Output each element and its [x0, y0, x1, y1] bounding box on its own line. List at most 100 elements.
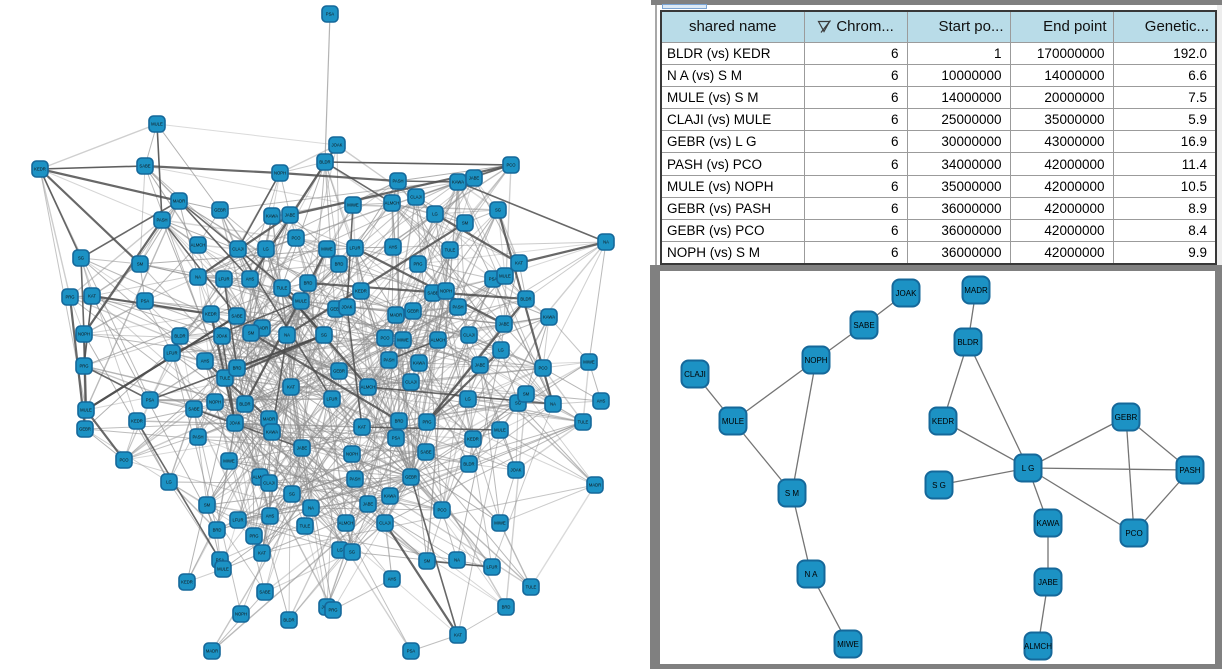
svg-text:BRD: BRD: [304, 281, 313, 286]
svg-text:KAWA: KAWA: [413, 361, 425, 366]
svg-text:CLAJI: CLAJI: [379, 521, 390, 526]
svg-text:BRD: BRD: [502, 605, 511, 610]
svg-text:KEDR: KEDR: [932, 417, 954, 426]
svg-text:SG: SG: [321, 333, 327, 338]
svg-text:AHS: AHS: [246, 277, 255, 282]
svg-text:KAT: KAT: [454, 633, 462, 638]
svg-text:PRG: PRG: [79, 364, 88, 369]
svg-text:ALMCH: ALMCH: [253, 475, 268, 480]
svg-text:SABE: SABE: [188, 407, 199, 412]
svg-text:GEBR: GEBR: [407, 309, 419, 314]
svg-text:BLDR: BLDR: [239, 402, 250, 407]
svg-text:GEBR: GEBR: [330, 307, 342, 312]
svg-text:GEBR: GEBR: [405, 475, 417, 480]
svg-text:PRG: PRG: [422, 420, 431, 425]
svg-text:N A: N A: [805, 570, 819, 579]
svg-text:MIWE: MIWE: [837, 640, 859, 649]
svg-text:BLDR: BLDR: [957, 338, 979, 347]
svg-text:CLAJI: CLAJI: [684, 370, 706, 379]
svg-text:KAT: KAT: [515, 261, 523, 266]
svg-text:JABE: JABE: [469, 176, 480, 181]
svg-text:PRG: PRG: [65, 295, 74, 300]
svg-text:BRD: BRD: [395, 419, 404, 424]
svg-text:NOPH: NOPH: [346, 452, 358, 457]
svg-text:MADR: MADR: [964, 286, 988, 295]
svg-text:JOAK: JOAK: [230, 421, 241, 426]
svg-text:AHS: AHS: [201, 359, 210, 364]
svg-text:TULE: TULE: [277, 286, 288, 291]
svg-text:L G: L G: [1022, 464, 1035, 473]
svg-text:MULE: MULE: [722, 417, 744, 426]
svg-text:SM: SM: [204, 503, 211, 508]
svg-text:PCO: PCO: [506, 163, 516, 168]
svg-text:TULE: TULE: [526, 585, 537, 590]
svg-text:SABE: SABE: [420, 450, 431, 455]
svg-text:KAWA: KAWA: [452, 180, 464, 185]
svg-text:CLAJI: CLAJI: [263, 481, 274, 486]
svg-text:LG: LG: [498, 348, 504, 353]
svg-text:PSA: PSA: [216, 558, 225, 563]
svg-text:KAT: KAT: [258, 551, 266, 556]
svg-text:NA: NA: [284, 333, 290, 338]
svg-text:CLAJI: CLAJI: [410, 195, 421, 200]
svg-text:MIWE: MIWE: [347, 203, 359, 208]
svg-text:JABE: JABE: [363, 502, 374, 507]
svg-text:PRG: PRG: [328, 608, 337, 613]
svg-text:AHS: AHS: [389, 245, 398, 250]
svg-text:NA: NA: [550, 402, 556, 407]
svg-text:SABE: SABE: [139, 164, 150, 169]
svg-text:NA: NA: [195, 275, 201, 280]
svg-text:KEDR: KEDR: [205, 312, 217, 317]
svg-text:SG: SG: [495, 208, 501, 213]
svg-text:NOPH: NOPH: [78, 332, 90, 337]
svg-text:LFUR: LFUR: [350, 246, 361, 251]
svg-text:PCO: PCO: [291, 236, 301, 241]
svg-text:SG: SG: [349, 550, 355, 555]
svg-text:SABE: SABE: [259, 590, 270, 595]
svg-text:SM: SM: [523, 392, 530, 397]
svg-text:CLAJI: CLAJI: [405, 380, 416, 385]
svg-text:SM: SM: [137, 262, 144, 267]
svg-text:PRG: PRG: [413, 262, 422, 267]
svg-text:SABE: SABE: [853, 321, 874, 330]
svg-text:TULE: TULE: [220, 376, 231, 381]
svg-text:SG: SG: [78, 256, 84, 261]
svg-text:SM: SM: [248, 331, 255, 336]
svg-text:PASH: PASH: [156, 218, 167, 223]
svg-text:NA: NA: [308, 506, 314, 511]
svg-text:JABE: JABE: [499, 322, 510, 327]
svg-text:PCO: PCO: [1125, 529, 1142, 538]
svg-text:LG: LG: [166, 480, 172, 485]
svg-text:PASH: PASH: [349, 477, 360, 482]
svg-text:JABE: JABE: [285, 213, 296, 218]
svg-text:MULE: MULE: [80, 408, 92, 413]
svg-text:NOPH: NOPH: [274, 171, 286, 176]
svg-text:MADR: MADR: [263, 417, 275, 422]
svg-text:PASH: PASH: [392, 179, 403, 184]
svg-text:TULE: TULE: [578, 420, 589, 425]
svg-text:KAT: KAT: [88, 294, 96, 299]
svg-text:KEDR: KEDR: [131, 419, 143, 424]
svg-text:NOPH: NOPH: [209, 400, 221, 405]
svg-text:PCO: PCO: [437, 508, 447, 513]
svg-text:MULE: MULE: [151, 122, 163, 127]
svg-text:KAT: KAT: [287, 385, 295, 390]
svg-text:ALMCH: ALMCH: [191, 243, 206, 248]
svg-text:KAWA: KAWA: [266, 214, 278, 219]
svg-text:LFUR: LFUR: [487, 565, 498, 570]
svg-text:NA: NA: [603, 240, 609, 245]
svg-text:MIWE: MIWE: [397, 338, 409, 343]
svg-text:JABE: JABE: [1038, 578, 1058, 587]
svg-text:BRD: BRD: [213, 528, 222, 533]
svg-text:KAT: KAT: [358, 425, 366, 430]
svg-text:GEBR: GEBR: [79, 427, 91, 432]
svg-text:ALMCH: ALMCH: [1024, 642, 1052, 651]
svg-text:NA: NA: [454, 558, 460, 563]
svg-text:MADR: MADR: [589, 483, 601, 488]
svg-text:PRG: PRG: [249, 534, 258, 539]
svg-text:LFUR: LFUR: [327, 397, 338, 402]
svg-text:PSA: PSA: [146, 398, 155, 403]
svg-text:KEDR: KEDR: [467, 437, 479, 442]
svg-text:GEBR: GEBR: [214, 208, 226, 213]
svg-text:MADR: MADR: [206, 649, 218, 654]
